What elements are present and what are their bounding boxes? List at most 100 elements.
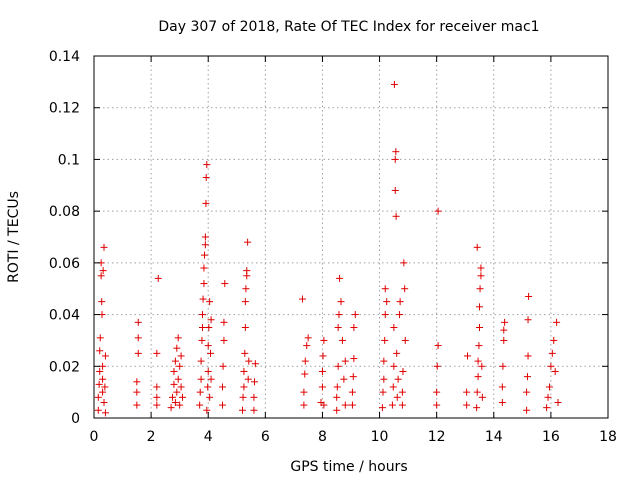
data-point — [333, 406, 341, 414]
data-point — [523, 388, 531, 396]
data-point — [336, 274, 344, 282]
data-point — [173, 388, 181, 396]
data-point — [433, 388, 441, 396]
data-point — [525, 292, 533, 300]
data-point — [173, 344, 181, 352]
data-point — [170, 367, 178, 375]
data-point — [204, 367, 212, 375]
data-point — [100, 243, 108, 251]
data-point — [219, 383, 226, 391]
data-point — [95, 380, 103, 388]
data-point — [333, 383, 341, 391]
data-point — [304, 334, 312, 342]
data-point — [396, 298, 404, 306]
x-axis-label: GPS time / hours — [290, 459, 407, 475]
data-point — [464, 352, 472, 360]
data-point — [473, 243, 481, 251]
data-point — [390, 80, 398, 88]
data-point — [153, 349, 161, 357]
data-point — [523, 406, 531, 414]
data-point — [478, 362, 486, 370]
data-point — [298, 295, 306, 303]
data-point — [153, 383, 161, 391]
y-tick-label: 0.04 — [49, 308, 80, 324]
chart-title: Day 307 of 2018, Rate Of TEC Index for r… — [158, 19, 539, 35]
data-point — [167, 404, 175, 412]
data-point — [170, 380, 178, 388]
data-point — [96, 334, 104, 342]
x-tick-label: 8 — [318, 429, 327, 445]
data-point — [401, 336, 409, 344]
x-tick-label: 10 — [371, 429, 389, 445]
data-point — [550, 336, 558, 344]
data-point — [153, 401, 161, 409]
points-layer — [94, 80, 562, 417]
x-tick-label: 16 — [542, 429, 560, 445]
y-tick-label: 0.08 — [49, 204, 80, 220]
data-point — [334, 362, 342, 370]
data-point — [250, 393, 258, 401]
data-point — [99, 388, 107, 396]
data-point — [500, 336, 508, 344]
data-point — [396, 311, 404, 319]
data-point — [300, 388, 308, 396]
data-point — [251, 360, 259, 368]
data-point — [381, 311, 389, 319]
data-point — [398, 401, 406, 409]
data-point — [221, 280, 229, 288]
data-point — [434, 207, 442, 215]
data-point — [476, 285, 484, 293]
data-point — [197, 375, 205, 383]
data-point — [244, 238, 252, 246]
x-tick-label: 18 — [599, 429, 617, 445]
data-point — [554, 398, 562, 406]
data-point — [390, 362, 398, 370]
data-point — [205, 324, 213, 331]
x-tick-label: 14 — [485, 429, 503, 445]
data-point — [543, 404, 551, 412]
data-point — [207, 316, 215, 324]
data-point — [388, 401, 396, 409]
data-point — [199, 324, 207, 331]
data-point — [351, 311, 359, 319]
data-point — [177, 383, 185, 391]
data-point — [200, 280, 208, 288]
data-point — [551, 367, 559, 375]
data-point — [524, 352, 532, 360]
data-point — [474, 357, 482, 365]
data-point — [378, 404, 386, 412]
data-point — [544, 393, 552, 401]
data-point — [179, 393, 187, 401]
data-point — [220, 336, 228, 344]
data-point — [547, 362, 555, 370]
data-point — [240, 383, 248, 391]
data-point — [176, 362, 184, 370]
data-point — [476, 324, 483, 331]
data-point — [348, 401, 356, 409]
data-point — [97, 272, 105, 280]
data-point — [204, 383, 212, 391]
data-point — [350, 355, 358, 363]
data-point — [250, 378, 258, 386]
data-point — [100, 398, 108, 406]
data-point — [301, 357, 309, 365]
data-point — [433, 401, 441, 409]
data-point — [498, 398, 506, 406]
data-point — [337, 298, 345, 306]
x-tick-label: 6 — [261, 429, 270, 445]
data-point — [242, 285, 250, 293]
data-point — [500, 326, 508, 334]
data-point — [381, 285, 389, 293]
data-point — [399, 367, 407, 375]
data-point — [207, 375, 215, 383]
data-point — [350, 324, 358, 331]
data-point — [171, 357, 179, 365]
y-tick-label: 0.1 — [58, 152, 80, 168]
data-point — [391, 186, 399, 194]
data-point — [463, 401, 471, 409]
data-point — [498, 383, 506, 391]
data-point — [202, 174, 210, 182]
data-point — [101, 352, 109, 360]
y-tick-label: 0.06 — [49, 256, 80, 272]
